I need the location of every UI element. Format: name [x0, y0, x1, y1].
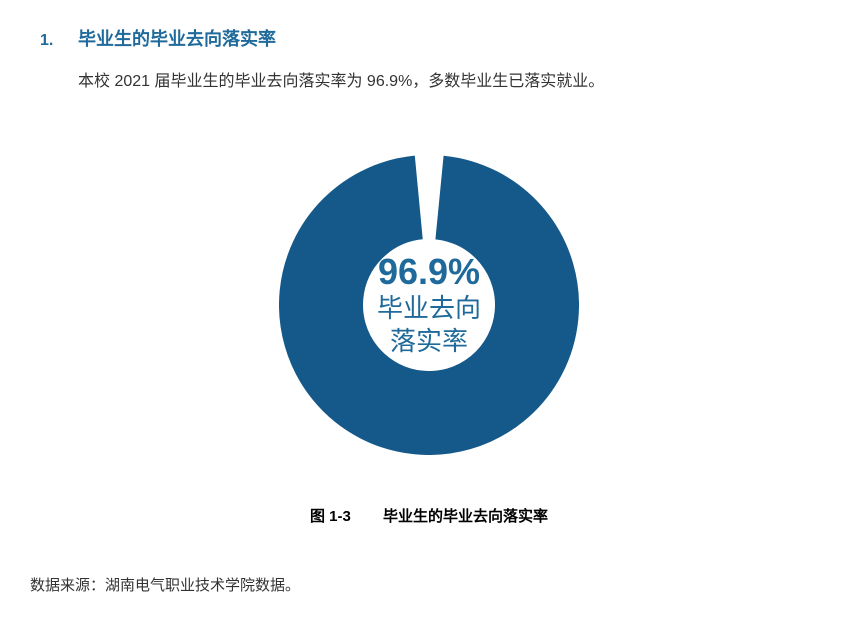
figure-caption: 图 1-3 毕业生的毕业去向落实率 — [40, 505, 818, 526]
heading-number: 1. — [40, 32, 78, 50]
data-source: 数据来源：湖南电气职业技术学院数据。 — [30, 574, 300, 595]
donut-chart: 96.9% 毕业去向 落实率 — [279, 155, 579, 455]
donut-percent-value: 96.9% — [377, 252, 481, 292]
donut-label-line1: 毕业去向 — [377, 293, 481, 324]
donut-center-label: 96.9% 毕业去向 落实率 — [377, 252, 481, 358]
body-paragraph: 本校 2021 届毕业生的毕业去向落实率为 96.9%，多数毕业生已落实就业。 — [78, 69, 818, 95]
section-heading: 1. 毕业生的毕业去向落实率 — [40, 25, 818, 51]
figure-number: 图 1-3 — [310, 505, 351, 526]
figure-title: 毕业生的毕业去向落实率 — [383, 508, 548, 525]
donut-chart-container: 96.9% 毕业去向 落实率 — [40, 155, 818, 455]
heading-title: 毕业生的毕业去向落实率 — [78, 25, 276, 51]
donut-label-line2: 落实率 — [377, 326, 481, 357]
